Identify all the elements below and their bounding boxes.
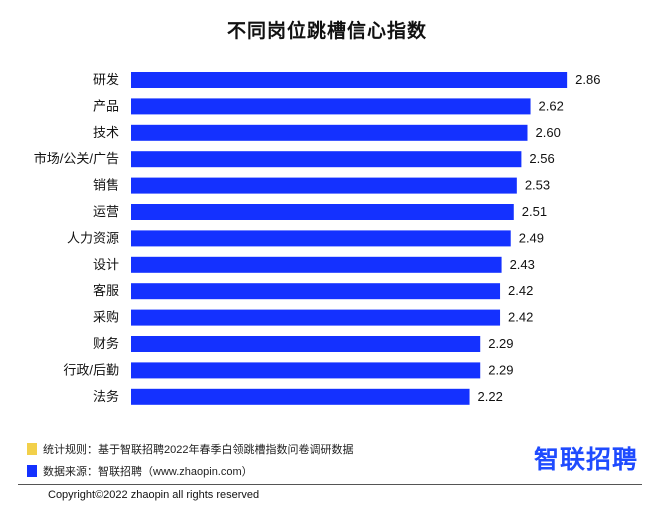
category-label: 产品 bbox=[93, 98, 119, 113]
bar-value-label: 2.43 bbox=[510, 257, 535, 272]
source-note: 数据来源：智联招聘（www.zhaopin.com） bbox=[43, 466, 253, 478]
bar bbox=[131, 283, 501, 300]
footer-notes: 统计规则：基于智联招聘2022年春季白领跳槽指数问卷调研数据 数据来源：智联招聘… bbox=[27, 440, 407, 484]
category-label: 运营 bbox=[93, 204, 119, 219]
footer-divider bbox=[18, 484, 642, 485]
bar-value-label: 2.29 bbox=[488, 362, 513, 377]
bar-value-label: 2.60 bbox=[536, 125, 561, 140]
bar bbox=[131, 204, 514, 220]
bar-value-label: 2.86 bbox=[575, 72, 600, 87]
bar-value-label: 2.56 bbox=[529, 151, 554, 166]
category-label: 采购 bbox=[93, 310, 119, 325]
category-label: 法务 bbox=[93, 389, 119, 404]
copyright-text: Copyright©2022 zhaopin all rights reserv… bbox=[48, 489, 260, 501]
category-label: 财务 bbox=[93, 336, 119, 351]
bar-value-label: 2.53 bbox=[525, 178, 550, 193]
yellow-note-swatch bbox=[27, 443, 37, 455]
category-label: 研发 bbox=[93, 72, 119, 87]
bar bbox=[131, 388, 470, 405]
blue-note-swatch bbox=[27, 465, 37, 477]
category-label: 销售 bbox=[93, 178, 119, 193]
bar bbox=[131, 72, 568, 88]
rule-note: 统计规则：基于智联招聘2022年春季白领跳槽指数问卷调研数据 bbox=[43, 444, 354, 456]
source-note-row: 数据来源：智联招聘（www.zhaopin.com） bbox=[27, 462, 407, 480]
category-label: 人力资源 bbox=[67, 230, 119, 245]
bar-value-label: 2.22 bbox=[478, 389, 503, 404]
category-label: 行政/后勤 bbox=[63, 362, 119, 377]
bar bbox=[131, 336, 481, 352]
bar-value-label: 2.42 bbox=[508, 310, 533, 325]
bar-chart: 研发 2.86 产品 2.62 技术 2.60 市场/公关/广告 2.56 销售 2.53 运营 2.… bbox=[34, 72, 600, 405]
bar bbox=[131, 230, 511, 247]
category-label: 市场/公关/广告 bbox=[34, 151, 119, 166]
bar-value-label: 2.49 bbox=[519, 230, 544, 245]
bar-value-label: 2.62 bbox=[539, 98, 564, 113]
bar bbox=[131, 309, 501, 326]
bar-value-label: 2.42 bbox=[508, 283, 533, 298]
bar bbox=[131, 98, 531, 115]
chart-title: 不同岗位跳槽信心指数 bbox=[226, 21, 427, 42]
bar bbox=[131, 177, 517, 194]
bar bbox=[131, 124, 528, 141]
bar bbox=[131, 256, 502, 273]
bar bbox=[131, 151, 522, 168]
category-label: 技术 bbox=[93, 125, 119, 140]
category-label: 设计 bbox=[93, 257, 119, 272]
bar-value-label: 2.51 bbox=[522, 204, 547, 219]
bar bbox=[131, 362, 481, 379]
brand-logo: 智联招聘 bbox=[533, 446, 638, 474]
category-label: 客服 bbox=[93, 283, 119, 298]
rule-note-row: 统计规则：基于智联招聘2022年春季白领跳槽指数问卷调研数据 bbox=[27, 440, 407, 458]
bar-value-label: 2.29 bbox=[488, 336, 513, 351]
